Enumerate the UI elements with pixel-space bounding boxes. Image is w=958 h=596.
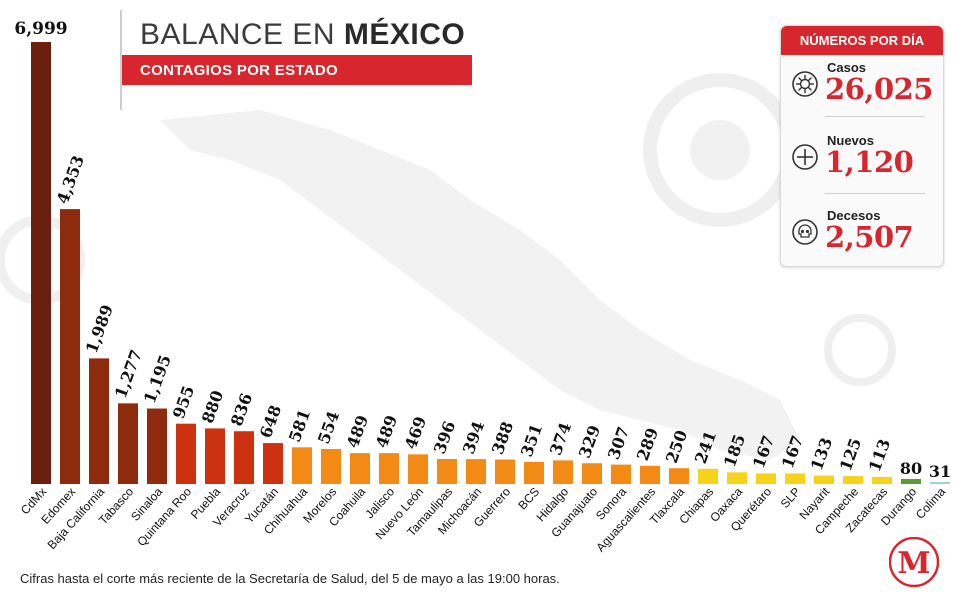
bar-4 (147, 408, 167, 484)
value-label-29: 113 (865, 436, 894, 474)
skull-icon (792, 219, 818, 245)
virus-icon (792, 71, 818, 97)
value-label-8: 648 (256, 403, 285, 441)
value-label-18: 374 (546, 420, 575, 458)
value-label-15: 394 (459, 419, 488, 457)
bar-22 (669, 468, 689, 484)
value-label-9: 581 (285, 407, 314, 445)
subtitle-banner (122, 55, 472, 85)
value-label-19: 329 (575, 423, 604, 461)
value-label-6: 880 (198, 388, 227, 426)
stat-value: 26,025 (825, 72, 934, 106)
bar-29 (872, 476, 892, 484)
stat-value: 1,120 (825, 145, 914, 179)
stat-casos: Casos 26,025 (781, 56, 943, 118)
value-label-1: 4,353 (53, 153, 88, 207)
bar-19 (582, 463, 602, 484)
bar-17 (524, 461, 544, 484)
bar-27 (814, 475, 834, 484)
value-label-26: 167 (778, 433, 807, 471)
bar-16 (495, 459, 515, 484)
category-label-17: BCS (515, 485, 542, 513)
value-label-20: 307 (604, 424, 633, 462)
bar-28 (843, 476, 863, 484)
value-label-16: 388 (488, 419, 517, 457)
value-label-14: 396 (430, 418, 459, 456)
bar-24 (727, 472, 747, 484)
value-label-11: 489 (343, 413, 372, 451)
value-label-22: 250 (662, 428, 691, 466)
footnote: Cifras hasta el corte más reciente de la… (20, 571, 560, 586)
bar-30 (901, 478, 921, 484)
bar-5 (176, 423, 196, 484)
stat-label: Decesos (827, 208, 881, 223)
stat-label: Nuevos (827, 133, 874, 148)
title-divider (120, 10, 122, 110)
bar-12 (379, 453, 399, 484)
bar-13 (408, 454, 428, 484)
bars-group (31, 42, 950, 485)
value-label-13: 469 (401, 414, 430, 452)
value-label-5: 955 (169, 383, 198, 421)
bar-23 (698, 468, 718, 484)
bar-14 (437, 458, 457, 484)
bar-15 (466, 459, 486, 484)
chart-title: BALANCE EN MÉXICO (140, 18, 466, 51)
bar-2 (89, 358, 109, 484)
bar-8 (263, 443, 283, 484)
category-label-31: Colima (913, 484, 949, 521)
bar-20 (611, 464, 631, 484)
category-label-26: SLP (778, 485, 804, 511)
value-label-21: 289 (633, 425, 662, 463)
stat-label: Casos (827, 60, 867, 75)
bar-10 (321, 449, 341, 484)
value-label-25: 167 (749, 433, 778, 471)
value-label-31: 31 (929, 462, 951, 481)
bar-7 (234, 431, 254, 484)
value-label-7: 836 (227, 391, 256, 429)
value-label-24: 185 (720, 432, 749, 470)
bar-21 (640, 465, 660, 484)
plus-circle-icon (792, 144, 818, 170)
logo-letter: M (897, 546, 930, 581)
stat-divider (825, 193, 925, 194)
bar-11 (350, 453, 370, 484)
stat-value: 2,507 (825, 220, 914, 254)
chart-subtitle: CONTAGIOS POR ESTADO (140, 62, 338, 79)
value-label-28: 125 (836, 436, 865, 474)
stat-nuevos: Nuevos 1,120 (781, 129, 943, 191)
bar-3 (118, 403, 138, 484)
value-label-4: 1,195 (140, 352, 175, 406)
bar-1 (60, 209, 80, 485)
bar-9 (292, 447, 312, 484)
daily-numbers-panel: NÚMEROS POR DÍA Casos 26,025 Nuevos 1,12… (780, 25, 944, 267)
bar-31 (930, 482, 950, 484)
stat-divider (825, 116, 925, 117)
value-label-27: 133 (807, 435, 836, 473)
bar-25 (756, 473, 776, 484)
milenio-logo: M (889, 537, 939, 587)
value-label-23: 241 (691, 428, 720, 466)
value-label-10: 554 (314, 408, 343, 446)
daily-numbers-header: NÚMEROS POR DÍA (781, 26, 943, 55)
stat-decesos: Decesos 2,507 (781, 204, 943, 266)
value-label-2: 1,989 (82, 302, 117, 356)
value-label-17: 351 (517, 421, 546, 459)
value-label-3: 1,277 (111, 347, 146, 401)
value-label-0: 6,999 (14, 19, 67, 39)
value-label-12: 489 (372, 413, 401, 451)
value-label-30: 80 (900, 459, 922, 478)
bar-26 (785, 473, 805, 484)
bar-0 (31, 42, 51, 484)
bar-18 (553, 460, 573, 484)
bar-6 (205, 428, 225, 484)
